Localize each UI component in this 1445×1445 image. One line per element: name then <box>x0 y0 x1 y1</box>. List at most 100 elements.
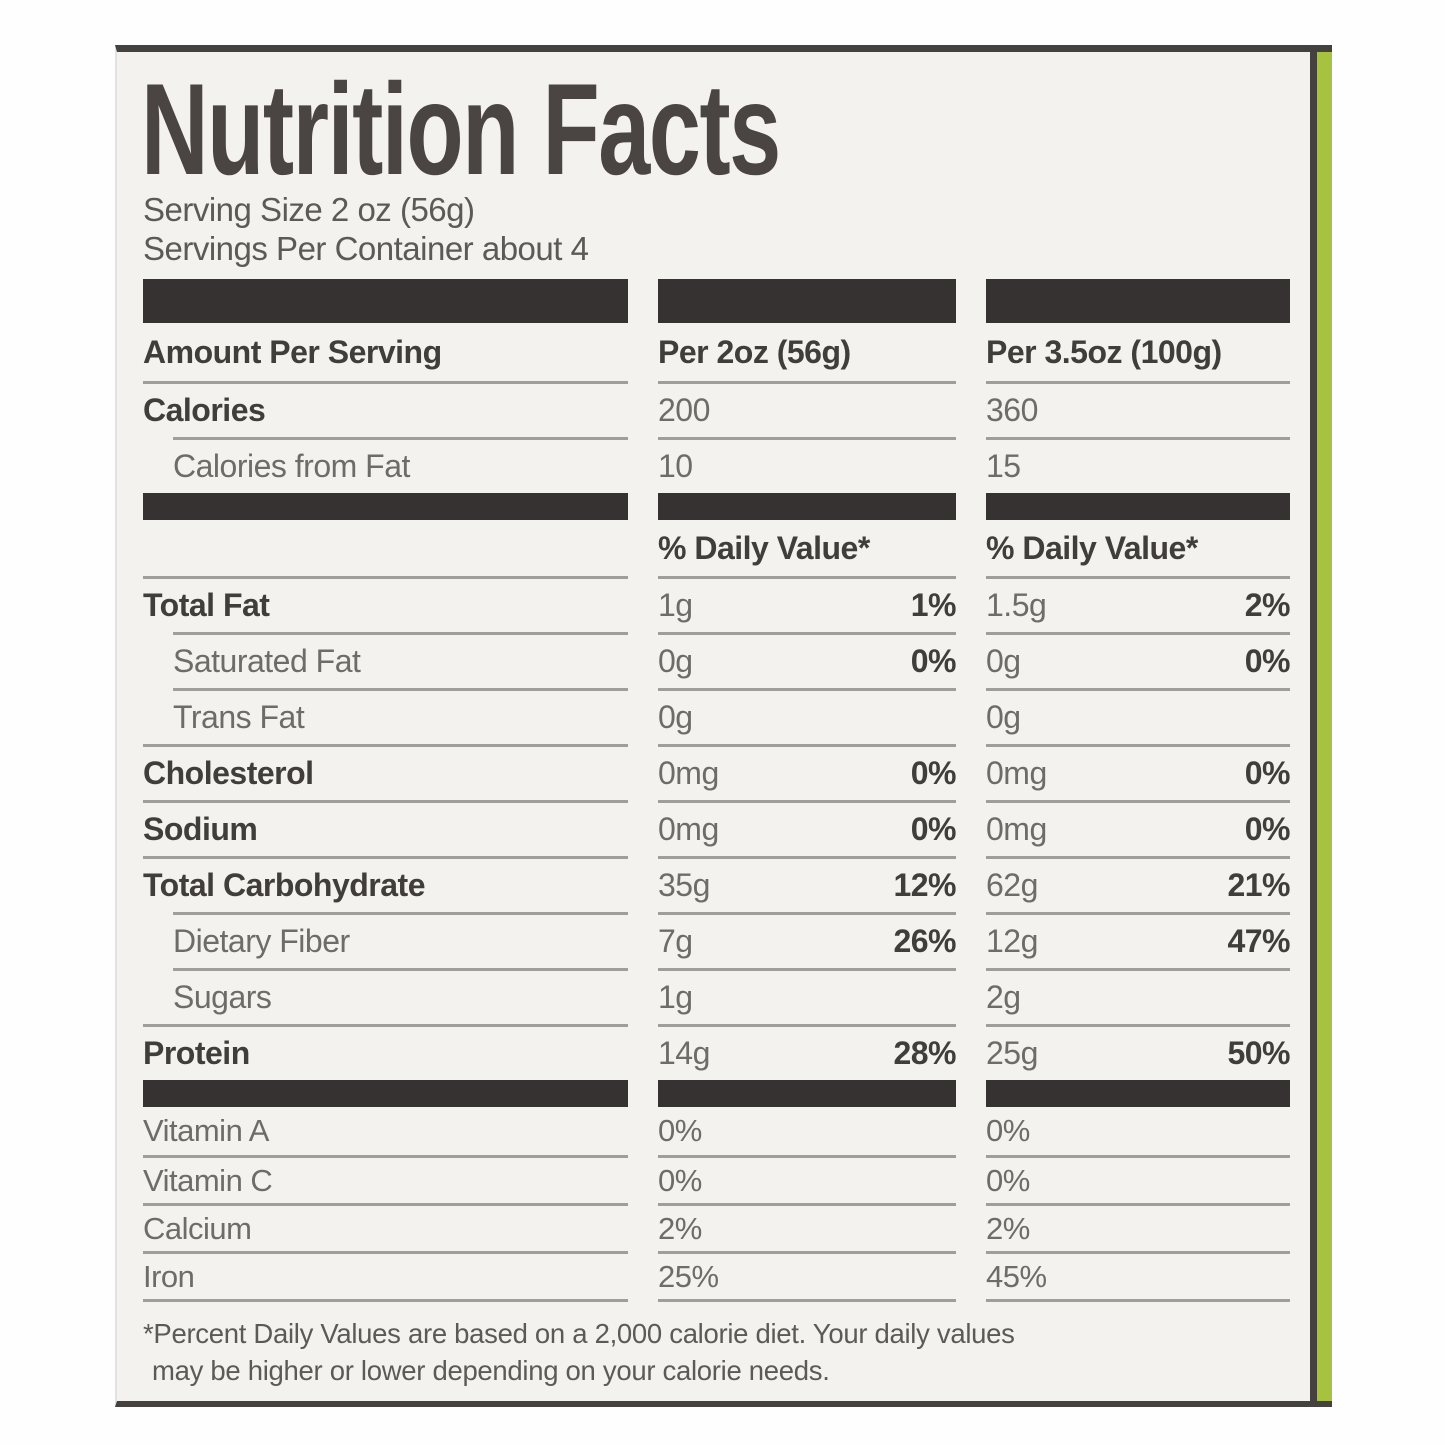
nutrient-daily-value: 0% <box>1244 811 1291 848</box>
nutrient-amount: 45% <box>986 1258 1047 1294</box>
nutrient-label: Iron <box>143 1258 195 1294</box>
nutrient-values-per-2oz: 0% <box>658 1107 956 1155</box>
nutrient-row: Calcium 2% 2% <box>143 1203 1290 1251</box>
nutrient-label-cell: Iron <box>143 1251 628 1299</box>
serving-size-text: Serving Size 2 oz (56g) <box>143 190 475 228</box>
nutrient-values-per-2oz: 35g 12% <box>658 856 956 912</box>
nutrient-row: Calories 200 360 <box>143 381 1290 437</box>
nutrient-amount: 15 <box>986 448 1021 485</box>
nutrient-label-cell: Calories <box>143 381 628 437</box>
nutrient-label-cell: Protein <box>143 1024 628 1080</box>
nutrient-label-cell: Calories from Fat <box>173 437 628 493</box>
nutrient-row: Saturated Fat 0g 0% 0g 0% <box>143 632 1291 688</box>
separator-bar <box>658 1080 956 1108</box>
nutrient-daily-value: 21% <box>1227 867 1290 904</box>
separator-bar <box>658 279 956 324</box>
nutrient-label-cell: Trans Fat <box>173 688 628 744</box>
nutrient-label-cell: Dietary Fiber <box>173 912 628 968</box>
column-header-amount-per-serving: Amount Per Serving <box>143 333 442 370</box>
nutrient-values-per-3-5oz: 2% <box>986 1203 1290 1251</box>
column-header-cell: Per 3.5oz (100g) <box>986 323 1290 381</box>
nutrient-values-per-3-5oz: 0% <box>986 1107 1290 1155</box>
nutrient-values-per-3-5oz: 0g <box>986 688 1290 744</box>
nutrient-values-per-3-5oz: 0g 0% <box>986 632 1291 688</box>
closing-line <box>658 1299 956 1303</box>
nutrient-amount: 25g <box>986 1035 1038 1072</box>
nutrient-row: Cholesterol 0mg 0% 0mg 0% <box>143 744 1291 800</box>
nutrient-row: Vitamin A 0% 0% <box>143 1107 1290 1155</box>
nutrient-label: Vitamin C <box>143 1162 273 1198</box>
closing-line <box>143 1299 628 1303</box>
footnote-line-1: *Percent Daily Values are based on a 2,0… <box>143 1318 1015 1350</box>
nutrient-amount: 0g <box>986 643 1021 680</box>
empty-cell <box>143 520 628 576</box>
nutrient-values-per-3-5oz: 2g <box>986 968 1290 1024</box>
nutrient-values-per-3-5oz: 0% <box>986 1155 1290 1203</box>
nutrient-label-cell: Sugars <box>173 968 628 1024</box>
separator-bar <box>986 1080 1290 1108</box>
nutrient-daily-value: 26% <box>893 923 956 960</box>
nutrient-amount: 1g <box>658 979 693 1016</box>
nutrient-values-per-2oz: 2% <box>658 1203 956 1251</box>
daily-value-header: % Daily Value* <box>658 529 870 566</box>
nutrient-amount: 7g <box>658 923 693 960</box>
nutrient-daily-value: 0% <box>1244 755 1291 792</box>
separator-bar <box>143 493 628 521</box>
nutrient-label-cell: Saturated Fat <box>173 632 628 688</box>
nutrient-amount: 0mg <box>658 811 719 848</box>
nutrient-amount: 0g <box>986 699 1021 736</box>
nutrient-row: Sugars 1g 2g <box>143 968 1290 1024</box>
nutrient-values-per-3-5oz: 15 <box>986 437 1290 493</box>
footnote: *Percent Daily Values are based on a 2,0… <box>143 1316 1112 1389</box>
nutrient-label: Protein <box>143 1035 250 1072</box>
nutrient-values-per-2oz: 7g 26% <box>658 912 956 968</box>
daily-value-header-cell: % Daily Value* <box>658 520 956 576</box>
nutrient-row: Sodium 0mg 0% 0mg 0% <box>143 800 1291 856</box>
nutrient-label: Total Fat <box>143 587 270 624</box>
nutrient-amount: 25% <box>658 1258 719 1294</box>
nutrient-amount: 0% <box>986 1113 1030 1149</box>
nutrient-label: Saturated Fat <box>173 643 361 680</box>
nutrient-daily-value: 2% <box>1244 587 1291 624</box>
nutrient-amount: 2g <box>986 979 1021 1016</box>
nutrient-values-per-3-5oz: 62g 21% <box>986 856 1290 912</box>
nutrient-amount: 0% <box>986 1162 1030 1198</box>
separator-bar-row <box>143 1080 1290 1108</box>
nutrient-row: Total Carbohydrate 35g 12% 62g 21% <box>143 856 1290 912</box>
nutrient-daily-value: 47% <box>1227 923 1290 960</box>
column-header-cell: Per 2oz (56g) <box>658 323 956 381</box>
nutrient-values-per-2oz: 200 <box>658 381 956 437</box>
nutrient-daily-value: 0% <box>910 755 957 792</box>
nutrient-label-cell: Vitamin C <box>143 1155 628 1203</box>
nutrient-label: Cholesterol <box>143 755 314 792</box>
nutrient-values-per-3-5oz: 25g 50% <box>986 1024 1290 1080</box>
nutrient-amount: 0mg <box>986 755 1047 792</box>
nutrient-values-per-3-5oz: 12g 47% <box>986 912 1290 968</box>
nutrient-values-per-2oz: 1g <box>658 968 956 1024</box>
separator-bar <box>143 279 628 324</box>
nutrient-row: Dietary Fiber 7g 26% 12g 47% <box>143 912 1290 968</box>
nutrient-amount: 0% <box>658 1113 702 1149</box>
nutrient-daily-value: 50% <box>1227 1035 1290 1072</box>
column-header-cell: Amount Per Serving <box>143 323 628 381</box>
nutrient-label: Sodium <box>143 811 258 848</box>
nutrient-values-per-2oz: 10 <box>658 437 956 493</box>
closing-line <box>986 1299 1290 1303</box>
nutrient-label-cell: Total Fat <box>143 576 628 632</box>
column-header-per-3-5oz: Per 3.5oz (100g) <box>986 333 1222 370</box>
separator-bar <box>143 1080 628 1108</box>
nutrient-amount: 0g <box>658 699 693 736</box>
nutrient-amount: 2% <box>986 1210 1030 1246</box>
daily-value-header-cell: % Daily Value* <box>986 520 1290 576</box>
separator-bar <box>658 493 956 521</box>
nutrient-label: Calories from Fat <box>173 448 410 485</box>
nutrient-label-cell: Total Carbohydrate <box>143 856 628 912</box>
daily-value-header: % Daily Value* <box>986 529 1198 566</box>
nutrient-amount: 0mg <box>658 755 719 792</box>
nutrient-row: Iron 25% 45% <box>143 1251 1290 1299</box>
nutrition-facts-title: Nutrition Facts <box>141 56 781 202</box>
nutrient-amount: 0mg <box>986 811 1047 848</box>
nutrient-amount: 35g <box>658 867 710 904</box>
nutrient-amount: 360 <box>986 392 1038 429</box>
nutrient-values-per-3-5oz: 45% <box>986 1251 1290 1299</box>
